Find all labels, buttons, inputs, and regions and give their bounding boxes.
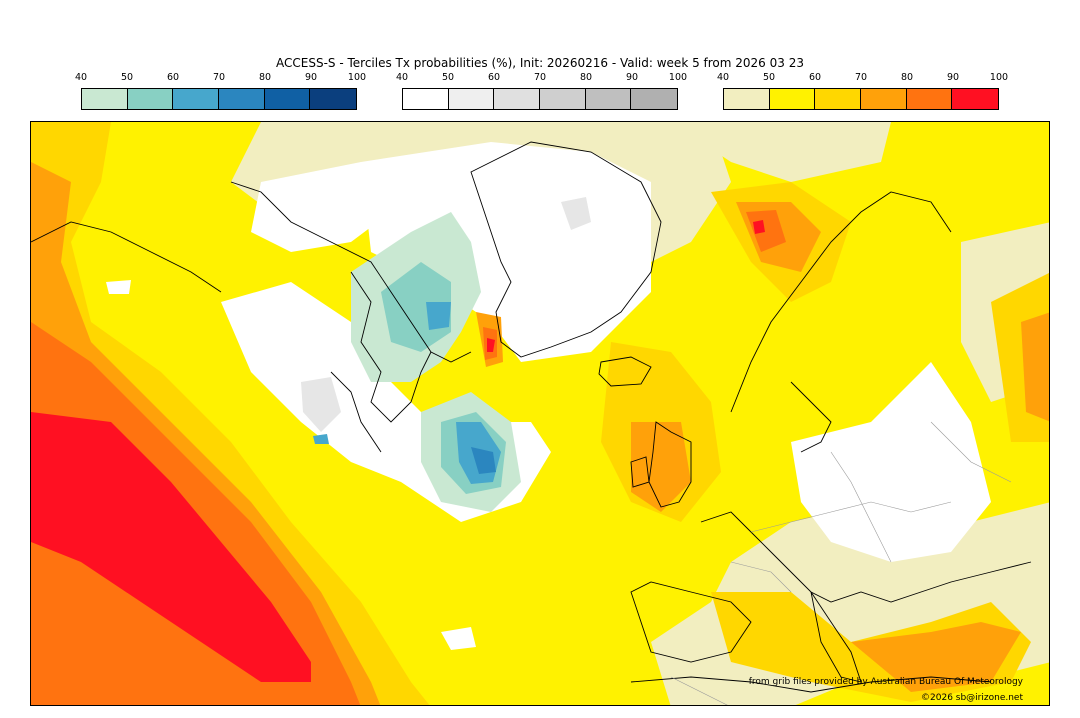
tick-label: 50 (441, 72, 455, 83)
color-bar (723, 88, 999, 110)
field-beige-topright (671, 122, 891, 182)
tick-label: 100 (347, 72, 367, 83)
legend-swatch (403, 89, 449, 109)
legend-ticks: 40 50 60 70 80 90 100 (396, 72, 687, 86)
legend-swatch (540, 89, 586, 109)
legend-near-normal: 40 50 60 70 80 90 100 (396, 72, 687, 112)
legend-swatch (219, 89, 265, 109)
coastline-scandinavia (730, 191, 952, 413)
coastline-north-africa (630, 676, 992, 693)
tick-label: 40 (716, 72, 730, 83)
legend-swatch (952, 89, 999, 109)
tick-label: 60 (808, 72, 822, 83)
copyright-credit: ©2026 sb@irizone.net (921, 693, 1023, 703)
color-bar (81, 88, 357, 110)
field-grey-patch-2 (561, 197, 591, 230)
tick-label: 90 (625, 72, 639, 83)
field-white-patch-2 (106, 280, 131, 294)
legend-swatch (264, 89, 311, 109)
field-below-50-north (381, 262, 451, 352)
tick-label: 60 (166, 72, 180, 83)
field-grey-patch-1 (301, 377, 341, 432)
field-below-80-south (471, 447, 496, 474)
coastline-alaska (31, 221, 222, 293)
tick-label: 80 (579, 72, 593, 83)
field-deeporange-scandinavia (746, 210, 786, 252)
legend-swatch (724, 89, 770, 109)
color-bar (402, 88, 678, 110)
coastline-iberia (630, 581, 752, 663)
legend-ticks: 40 50 60 70 80 90 100 (75, 72, 366, 86)
border-north-africa (670, 676, 728, 705)
coastline-ireland (630, 456, 650, 488)
tick-label: 50 (762, 72, 776, 83)
legend-swatch (310, 89, 357, 109)
field-white-canada (251, 162, 391, 252)
border-france-spain (730, 561, 792, 593)
legend-swatch (631, 89, 678, 109)
legend-swatch (127, 89, 174, 109)
tick-label: 70 (533, 72, 547, 83)
field-below-small (313, 434, 329, 444)
coastline-labrador (330, 371, 382, 453)
field-below-60-north (426, 302, 451, 330)
legend-ticks: 40 50 60 70 80 90 100 (717, 72, 1008, 86)
tick-label: 40 (74, 72, 88, 83)
field-darkorange-uk (631, 422, 691, 512)
legend-swatch (494, 89, 541, 109)
legend-swatch (861, 89, 907, 109)
field-red-atlantic (31, 412, 311, 682)
map-canvas (31, 122, 1049, 705)
coastline-iceland (598, 356, 652, 387)
tick-label: 60 (487, 72, 501, 83)
legend-swatch (82, 89, 128, 109)
tick-label: 100 (989, 72, 1009, 83)
coastline-baffin (350, 271, 432, 423)
border-central-europe (750, 501, 952, 533)
tick-label: 70 (854, 72, 868, 83)
tick-label: 40 (395, 72, 409, 83)
legend-above-normal: 40 50 60 70 80 90 100 (717, 72, 1008, 112)
field-white-patch-1 (441, 627, 476, 650)
coastlines (31, 141, 1032, 693)
coastline-uk (648, 421, 692, 508)
legend-swatch (815, 89, 862, 109)
tick-label: 70 (212, 72, 226, 83)
legend-swatch (906, 89, 953, 109)
legend-swatch (173, 89, 220, 109)
tick-label: 90 (946, 72, 960, 83)
tick-label: 80 (258, 72, 272, 83)
legend-swatch (585, 89, 632, 109)
field-red-scandinavia (753, 220, 765, 234)
border-eastern-europe (830, 451, 892, 563)
coastline-canada-arctic (230, 181, 472, 363)
field-red-greenland (487, 338, 495, 352)
legend-swatch (769, 89, 816, 109)
border-east (930, 421, 1012, 483)
data-source-credit: from grib files provided by Australian B… (748, 677, 1023, 687)
map-title: ACCESS-S - Terciles Tx probabilities (%)… (276, 56, 804, 70)
tick-label: 50 (120, 72, 134, 83)
probability-map: from grib files provided by Australian B… (30, 121, 1050, 706)
borders (670, 421, 1012, 705)
tick-label: 100 (668, 72, 688, 83)
field-darkorange-east (1021, 312, 1049, 422)
coastline-greenland (470, 141, 662, 358)
coastline-baltic (790, 381, 832, 453)
legend-below-normal: 40 50 60 70 80 90 100 (75, 72, 366, 112)
field-darkorange-med (851, 622, 1021, 692)
tick-label: 90 (304, 72, 318, 83)
tick-label: 80 (900, 72, 914, 83)
coastline-italy (810, 591, 862, 683)
field-white-greenland (361, 142, 651, 362)
field-white-central-europe (791, 362, 991, 562)
legend-swatch (448, 89, 495, 109)
